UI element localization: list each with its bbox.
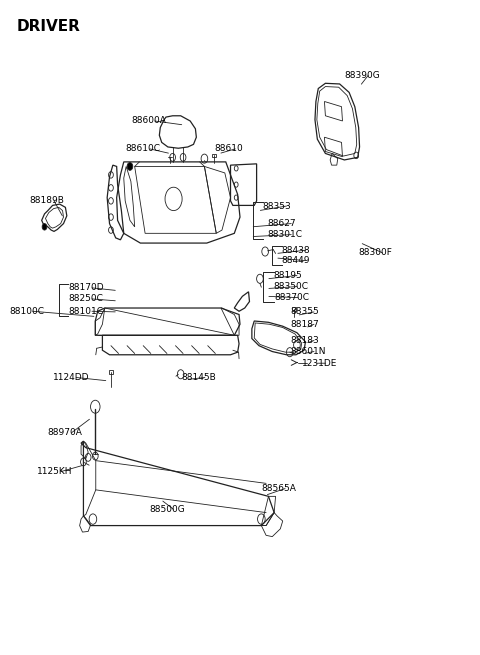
Text: 88438: 88438	[282, 246, 311, 255]
Text: 88350C: 88350C	[273, 282, 308, 291]
Text: 88610C: 88610C	[125, 144, 160, 153]
Text: 88300F: 88300F	[359, 248, 393, 257]
Text: 88101C: 88101C	[68, 307, 103, 316]
Text: 88390G: 88390G	[344, 71, 380, 80]
Text: 88601N: 88601N	[290, 347, 326, 356]
Text: 88187: 88187	[290, 320, 319, 329]
Text: 88170D: 88170D	[68, 284, 104, 292]
Text: 88370C: 88370C	[274, 293, 309, 302]
Text: 88189B: 88189B	[30, 196, 65, 206]
Text: 88301C: 88301C	[267, 230, 302, 239]
Text: 1124DD: 1124DD	[53, 373, 89, 382]
Text: 88610: 88610	[214, 144, 243, 153]
Text: 1125KH: 1125KH	[37, 467, 72, 476]
Text: 88100C: 88100C	[9, 307, 44, 316]
Bar	[292, 307, 296, 311]
Text: 88355: 88355	[290, 307, 319, 316]
Circle shape	[42, 223, 47, 230]
Text: 88145B: 88145B	[181, 373, 216, 382]
Text: 88565A: 88565A	[261, 484, 296, 493]
Text: 88627: 88627	[267, 219, 296, 228]
Text: 1231DE: 1231DE	[301, 359, 337, 367]
Circle shape	[127, 162, 133, 170]
Text: 88449: 88449	[282, 256, 310, 265]
Text: 88250C: 88250C	[68, 295, 103, 303]
Text: 88500G: 88500G	[150, 505, 186, 514]
Bar	[109, 369, 113, 374]
Text: 88195: 88195	[273, 271, 302, 280]
Text: 88600A: 88600A	[131, 117, 166, 126]
Text: 88353: 88353	[263, 202, 291, 210]
Text: 88970A: 88970A	[48, 428, 83, 437]
Text: DRIVER: DRIVER	[17, 19, 81, 34]
Text: 88183: 88183	[290, 336, 319, 345]
Bar	[212, 154, 216, 157]
